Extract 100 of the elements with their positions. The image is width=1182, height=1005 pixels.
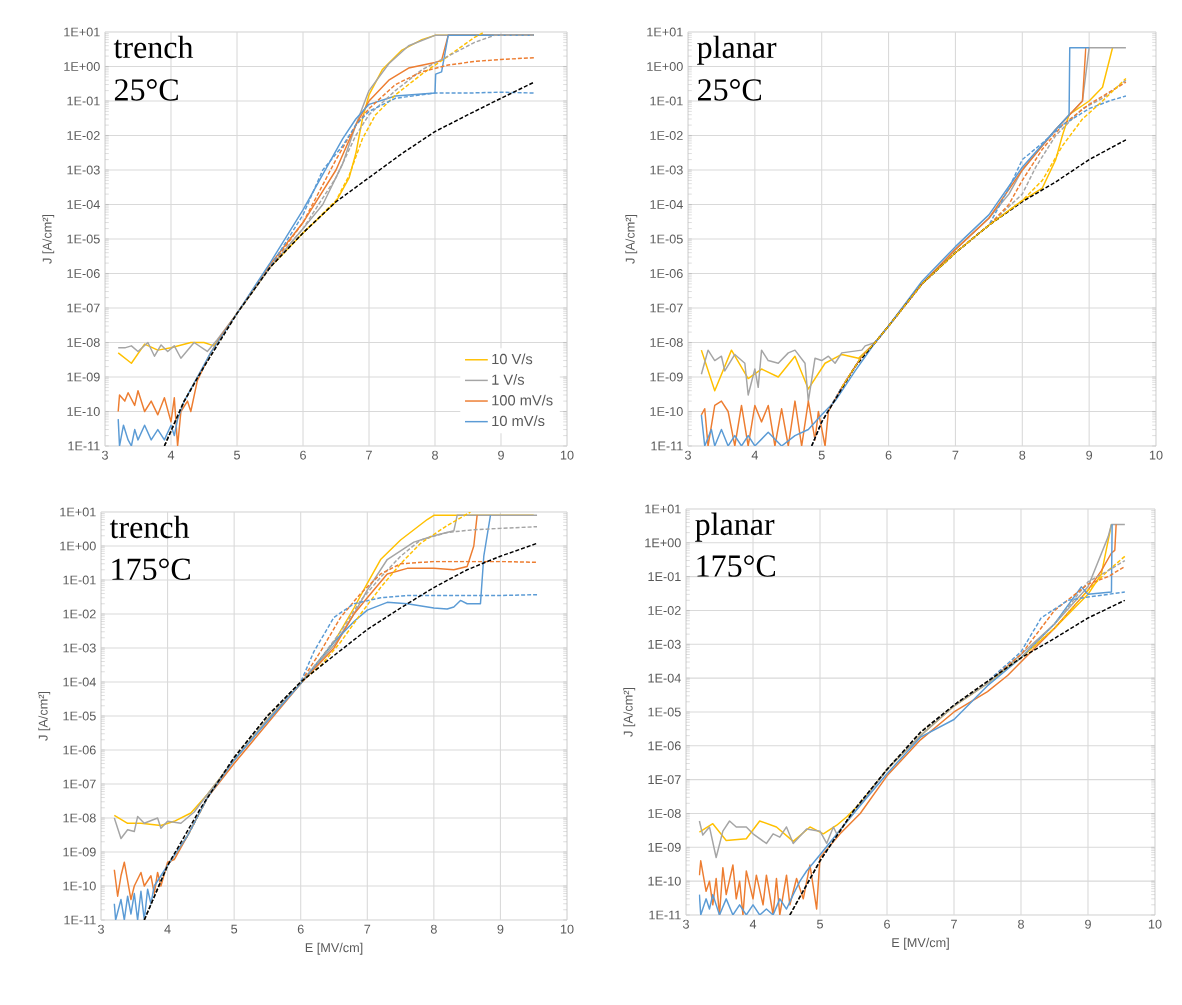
y-tick-label: 1E-06 [650, 269, 683, 278]
y-tick-label: 1E-01 [650, 96, 683, 106]
x-tick-label: 4 [164, 924, 171, 934]
y-tick-label: 1E-09 [63, 847, 96, 857]
annotation: 25°C [698, 79, 761, 101]
y-tick-label: 1E-08 [63, 813, 96, 823]
x-tick-label: 7 [366, 450, 372, 460]
y-tick-label: 1E-03 [650, 165, 683, 175]
annotation: planar [695, 512, 775, 542]
y-tick-label: 1E-10 [648, 876, 681, 886]
y-tick-label: 1E-02 [648, 606, 681, 615]
x-tick-label: 10 [560, 924, 574, 934]
x-tick-label: 9 [497, 924, 504, 934]
x-tick-label: 4 [749, 919, 757, 929]
y-axis-title: J [A/cm²] [42, 214, 55, 264]
y-tick-label: 1E-08 [67, 338, 100, 347]
x-tick-label: 3 [684, 450, 691, 460]
x-tick-label: 10 [560, 450, 574, 460]
y-tick-label: 1E-02 [650, 131, 683, 140]
y-tick-label: 1E-11 [649, 910, 681, 920]
y-axis-title: J [A/cm²] [623, 687, 636, 737]
y-tick-label: 1E-07 [648, 775, 681, 785]
y-tick-label: 1E-11 [64, 915, 96, 925]
y-tick-label: 1E+01 [647, 27, 683, 37]
y-tick-label: 1E-09 [650, 372, 683, 382]
y-axis-title: J [A/cm²] [625, 214, 638, 264]
x-tick-label: 4 [751, 450, 759, 460]
y-tick-label: 1E+00 [645, 538, 681, 548]
y-tick-label: 1E-01 [67, 96, 100, 106]
x-tick-label: 6 [297, 924, 304, 934]
x-tick-label: 10 [1148, 919, 1162, 929]
y-tick-label: 1E-10 [650, 407, 683, 416]
legend-label: 10 mV/s [492, 415, 545, 427]
y-tick-label: 1E+01 [60, 507, 96, 517]
y-tick-label: 1E-01 [648, 572, 681, 582]
x-tick-label: 4 [167, 450, 175, 460]
legend-label: 1 V/s [492, 374, 525, 385]
y-tick-label: 1E-02 [63, 609, 96, 619]
x-tick-label: 3 [682, 919, 689, 929]
y-tick-label: 1E-08 [648, 809, 681, 818]
x-tick-label: 7 [952, 450, 959, 460]
y-tick-label: 1E-09 [67, 372, 100, 382]
y-tick-label: 1E-07 [67, 303, 100, 313]
x-tick-label: 5 [816, 919, 823, 929]
x-tick-label: 7 [951, 919, 957, 929]
y-tick-label: 1E+00 [64, 62, 100, 71]
y-tick-label: 1E-07 [650, 303, 683, 313]
y-tick-label: 1E-11 [651, 441, 683, 451]
x-tick-label: 7 [364, 924, 371, 934]
x-tick-label: 5 [818, 450, 825, 460]
x-tick-label: 9 [498, 450, 504, 460]
y-tick-label: 1E-03 [67, 165, 100, 175]
x-tick-label: 5 [233, 450, 241, 460]
y-tick-label: 1E+00 [60, 541, 96, 551]
x-tick-label: 8 [430, 924, 437, 934]
x-tick-label: 8 [1019, 450, 1026, 460]
y-tick-label: 1E-01 [63, 575, 96, 585]
y-tick-label: 1E-06 [63, 745, 96, 755]
x-tick-label: 8 [1018, 919, 1024, 929]
y-tick-label: 1E-06 [648, 741, 681, 751]
annotation: 175°C [112, 558, 190, 581]
y-tick-label: 1E+00 [647, 62, 683, 71]
x-tick-label: 6 [884, 919, 890, 929]
y-tick-label: 1E-03 [63, 643, 96, 653]
x-tick-label: 5 [231, 924, 238, 934]
y-tick-label: 1E-06 [67, 269, 100, 278]
x-tick-label: 9 [1085, 919, 1091, 929]
x-tick-label: 6 [300, 450, 306, 460]
y-tick-label: 1E-07 [63, 779, 96, 789]
y-tick-label: 1E+01 [64, 27, 100, 37]
y-tick-label: 1E-10 [67, 407, 100, 416]
y-tick-label: 1E-04 [63, 677, 96, 687]
y-tick-label: 1E-05 [67, 234, 100, 244]
y-tick-label: 1E-04 [648, 673, 681, 683]
annotation: 25°C [114, 79, 178, 101]
y-tick-label: 1E-11 [68, 441, 100, 451]
legend-label: 100 mV/s [492, 394, 553, 406]
annotation: planar [697, 35, 777, 65]
y-tick-label: 1E-05 [63, 711, 96, 721]
y-tick-label: 1E-05 [648, 707, 681, 717]
y-tick-label: 1E-09 [648, 842, 681, 852]
annotation: trench [109, 515, 190, 539]
y-tick-label: 1E-10 [63, 881, 96, 891]
annotation: trench [113, 35, 194, 59]
x-tick-label: 3 [97, 924, 104, 934]
y-tick-label: 1E-04 [67, 200, 100, 209]
x-tick-label: 6 [885, 450, 892, 460]
x-tick-label: 8 [432, 450, 438, 460]
y-tick-label: 1E-03 [648, 639, 681, 649]
y-axis-title: J [A/cm²] [38, 691, 51, 741]
y-tick-label: 1E+01 [645, 504, 681, 514]
y-tick-label: 1E-02 [67, 131, 100, 140]
x-axis-title: E [MV/cm] [892, 937, 949, 950]
y-tick-label: 1E-04 [650, 200, 683, 209]
x-tick-label: 3 [101, 450, 108, 460]
legend-label: 10 V/s [492, 353, 533, 365]
x-tick-label: 9 [1086, 450, 1093, 460]
annotation: 175°C [697, 555, 776, 577]
y-tick-label: 1E-05 [650, 234, 683, 244]
x-tick-label: 10 [1149, 450, 1163, 460]
